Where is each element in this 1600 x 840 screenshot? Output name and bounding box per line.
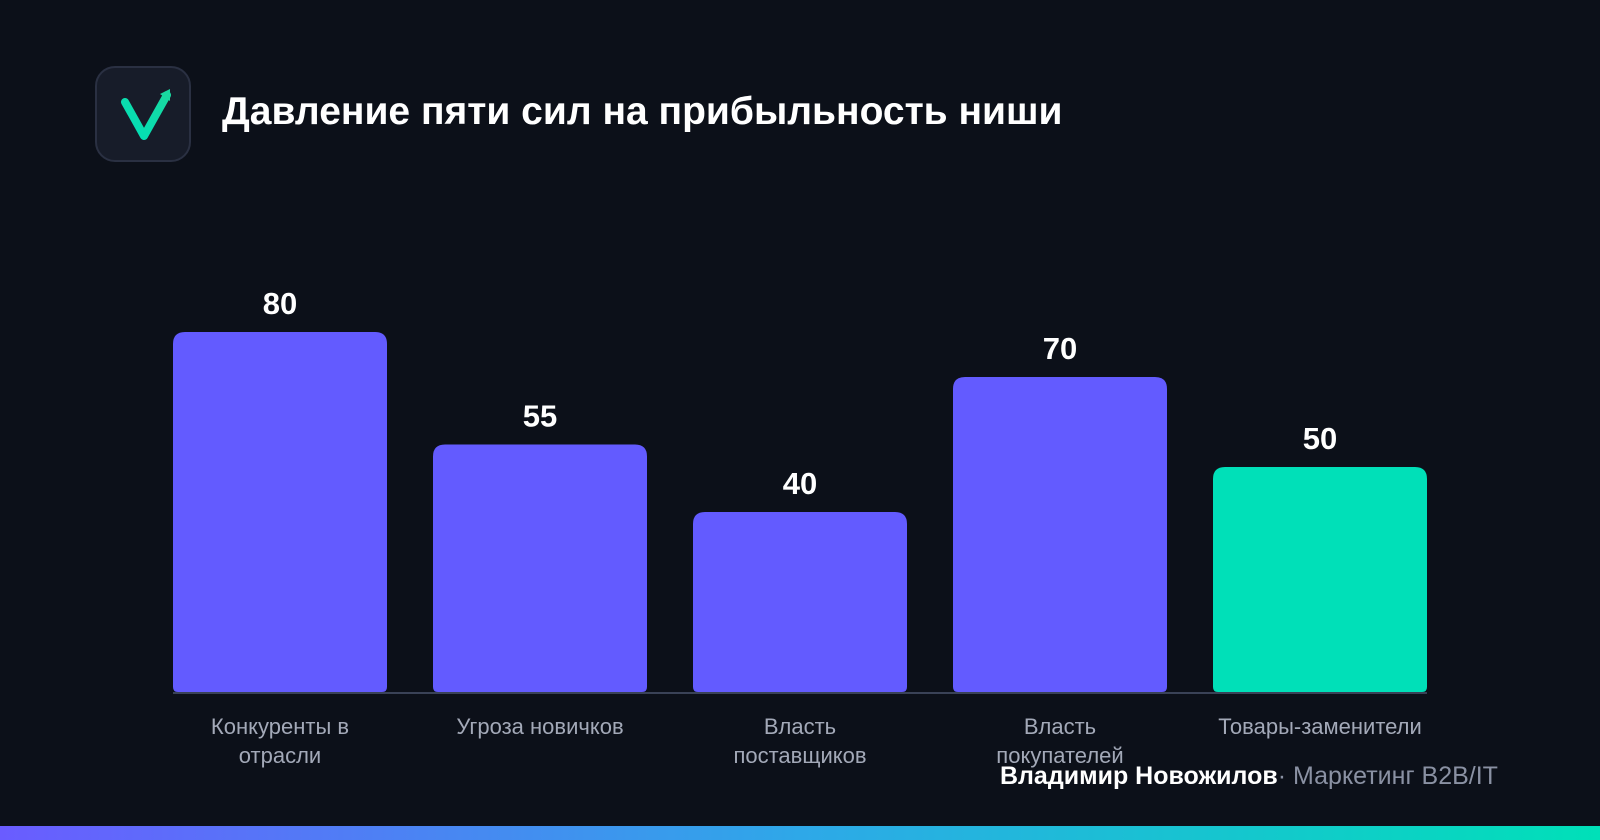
category-label-2: Угроза новичков bbox=[456, 714, 623, 739]
value-label-5: 50 bbox=[1303, 421, 1337, 456]
category-label-3: Власть bbox=[764, 714, 836, 739]
bar-3 bbox=[693, 512, 907, 692]
category-label-1: Конкуренты в bbox=[211, 714, 349, 739]
category-label-5: Товары-заменители bbox=[1218, 714, 1422, 739]
footer-signature: Владимир Новожилов· Маркетинг B2B/IT bbox=[1000, 762, 1498, 791]
bar-1 bbox=[173, 332, 387, 692]
bar-4 bbox=[953, 377, 1167, 692]
category-label-4: Власть bbox=[1024, 714, 1096, 739]
category-label-4: покупателей bbox=[996, 743, 1123, 768]
category-label-1: отрасли bbox=[239, 743, 321, 768]
author-name: Владимир Новожилов bbox=[1000, 762, 1278, 790]
value-label-4: 70 bbox=[1043, 331, 1077, 366]
logo-badge bbox=[95, 66, 191, 162]
footer-separator: · bbox=[1277, 762, 1287, 790]
bar-5 bbox=[1213, 467, 1427, 692]
category-label-3: поставщиков bbox=[733, 743, 866, 768]
footer-tagline: Маркетинг B2B/IT bbox=[1293, 762, 1498, 790]
page-title: Давление пяти сил на прибыльность ниши bbox=[222, 90, 1063, 133]
bar-2 bbox=[433, 444, 647, 692]
value-label-3: 40 bbox=[783, 466, 817, 501]
bottom-gradient-bar bbox=[0, 826, 1600, 840]
value-label-1: 80 bbox=[263, 286, 297, 321]
checkmark-arrow-icon bbox=[121, 89, 171, 140]
value-label-2: 55 bbox=[523, 399, 557, 434]
